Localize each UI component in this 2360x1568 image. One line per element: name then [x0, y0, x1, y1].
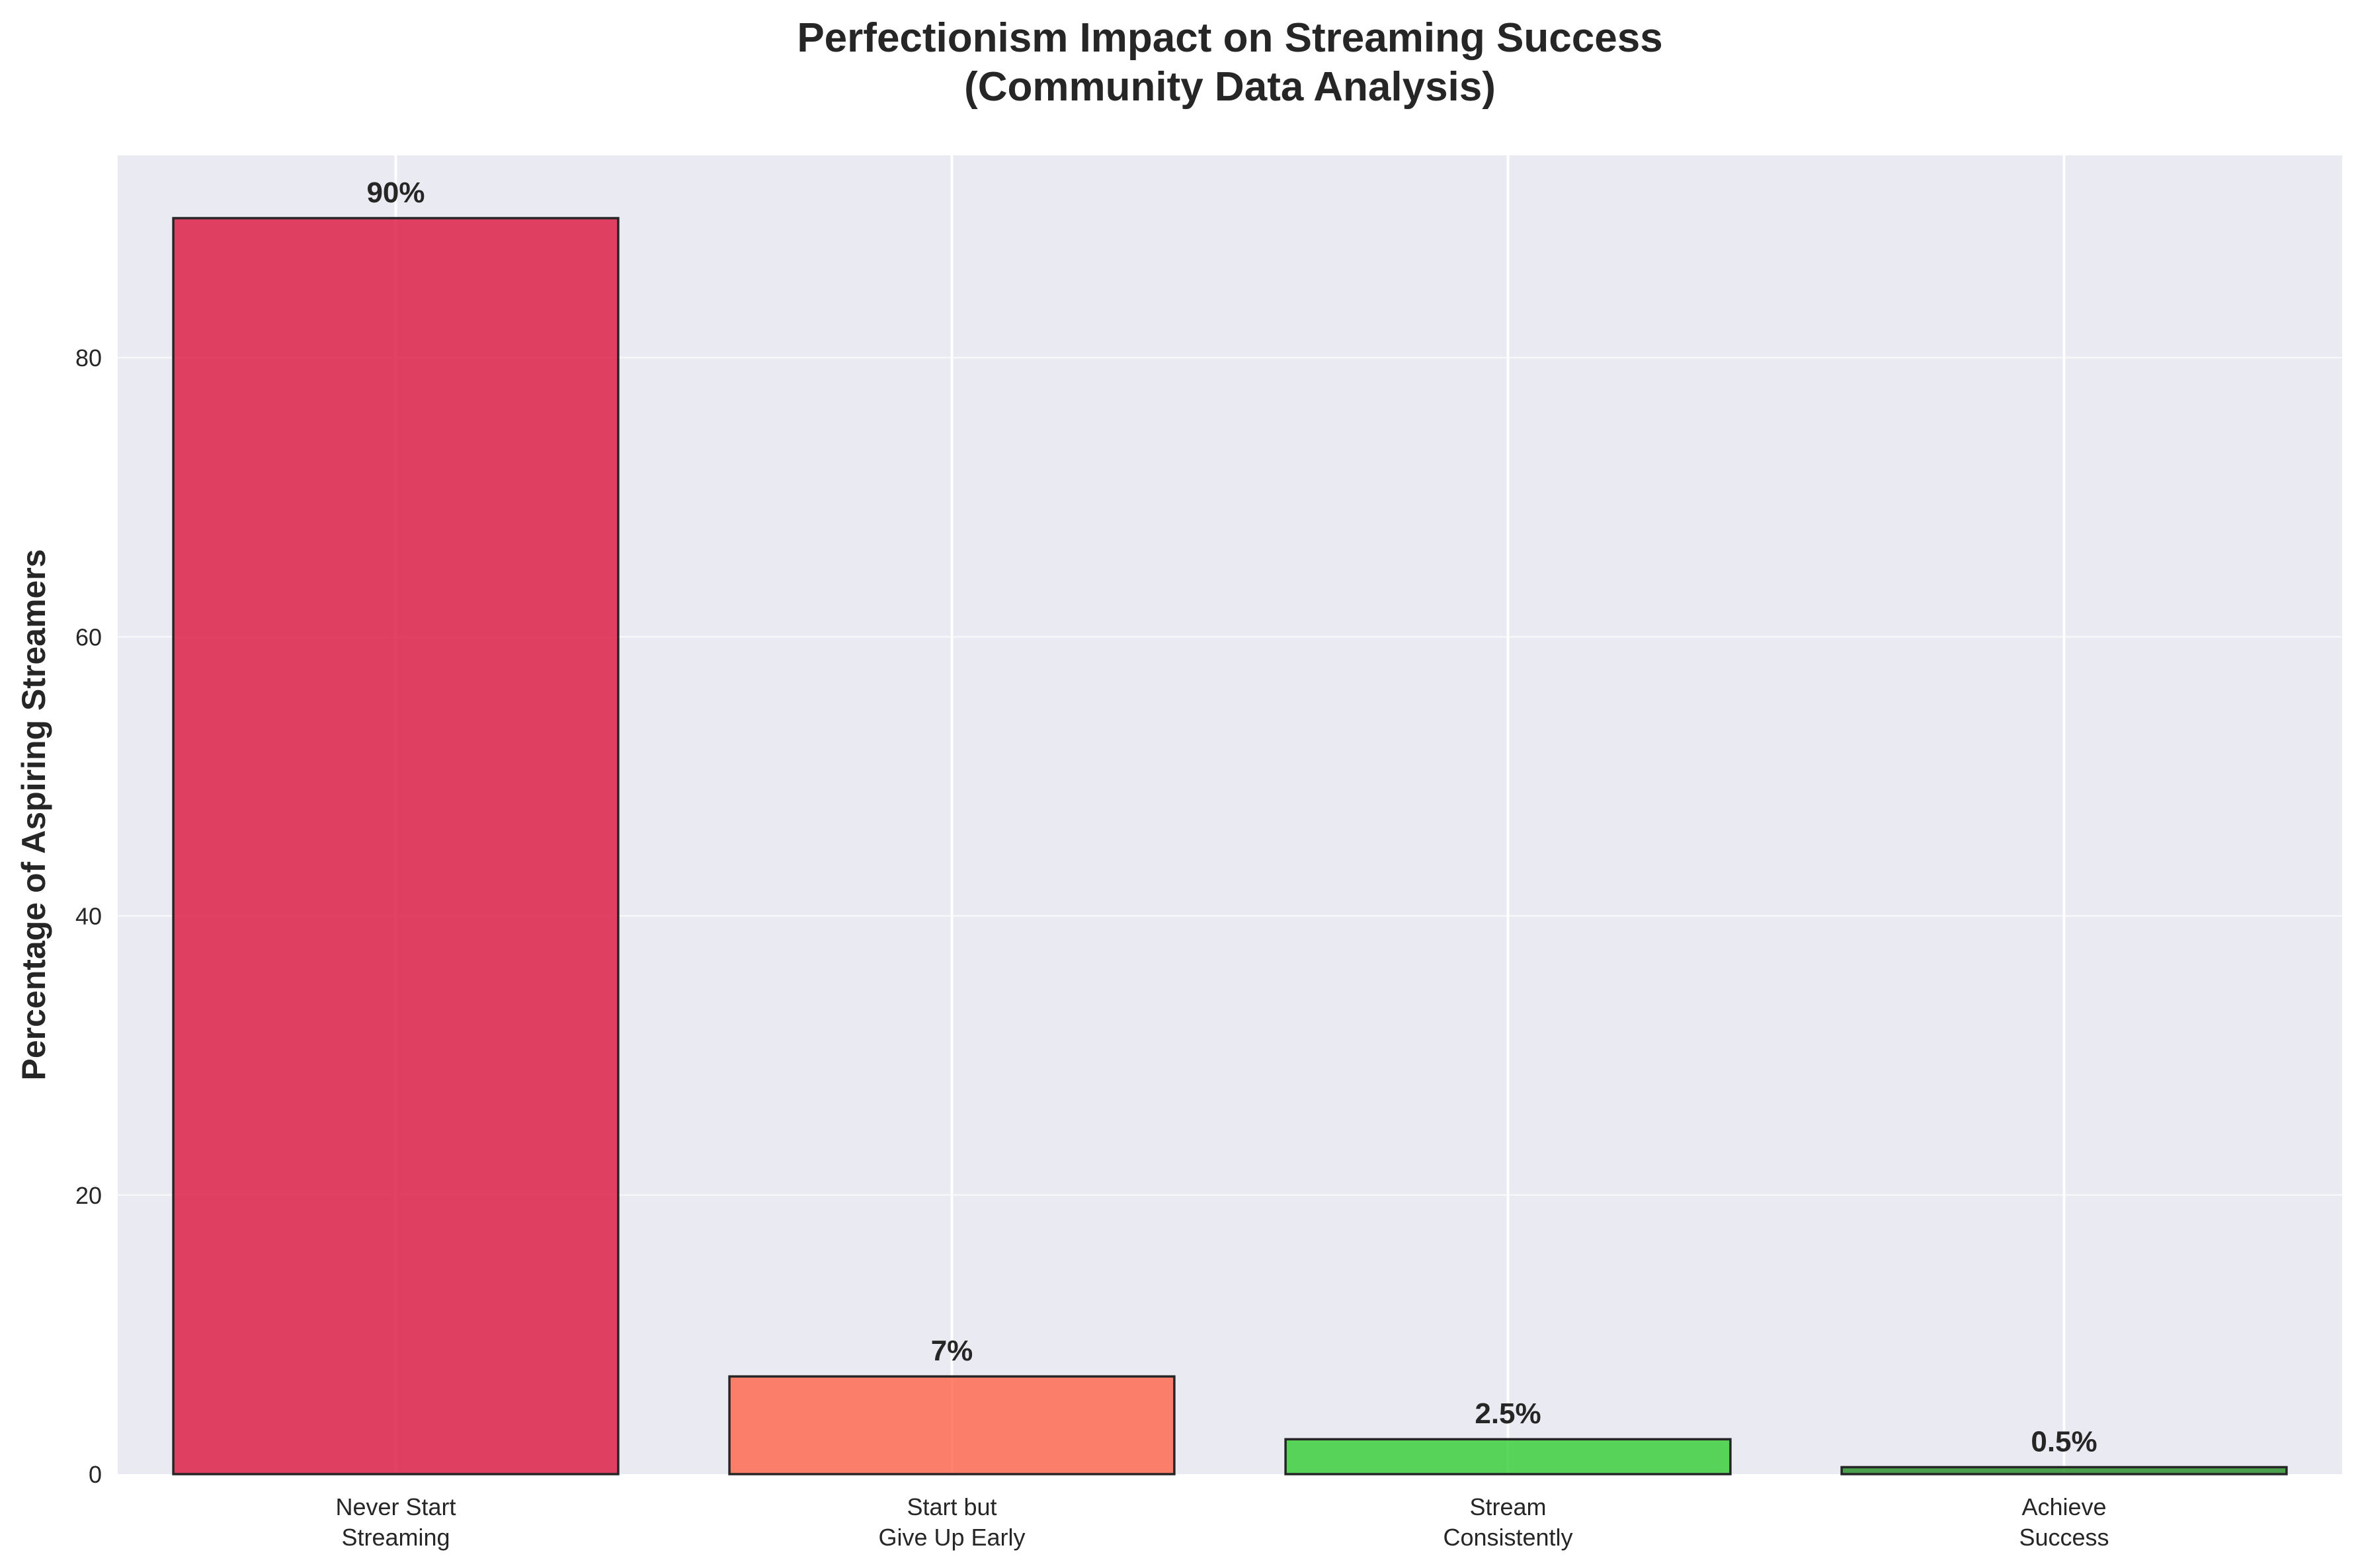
bar-1 — [172, 217, 620, 1475]
x-tick-label-3: Stream Consistently — [1443, 1493, 1572, 1551]
value-label-2: 7% — [931, 1335, 973, 1367]
value-label-3: 2.5% — [1475, 1397, 1541, 1430]
y-tick-label-40: 40 — [75, 903, 102, 930]
x-tick-label-2: Start but Give Up Early — [878, 1493, 1025, 1551]
bars — [172, 217, 2288, 1475]
chart-title-line-2: (Community Data Analysis) — [964, 64, 1496, 110]
y-axis-label: Percentage of Aspiring Streamers — [15, 549, 52, 1081]
value-label-1: 90% — [366, 176, 425, 209]
bar-3 — [1284, 1438, 1732, 1475]
y-tick-label-0: 0 — [89, 1461, 102, 1488]
x-tick-label-1: Never Start Streaming — [335, 1493, 456, 1551]
y-tick-label-20: 20 — [75, 1182, 102, 1209]
bar-4 — [1840, 1466, 2288, 1475]
y-tick-label-80: 80 — [75, 344, 102, 372]
y-axis-ticks: 0 20 40 60 80 — [75, 344, 102, 1488]
bar-2 — [728, 1375, 1176, 1475]
x-tick-label-4: Achieve Success — [2019, 1493, 2109, 1551]
chart-title: Perfectionism Impact on Streaming Succes… — [797, 15, 1662, 110]
x-axis-ticks: Never Start Streaming Start but Give Up Ear… — [335, 1493, 2109, 1551]
value-labels: 90% 7% 2.5% 0.5% — [366, 176, 2097, 1458]
y-tick-label-60: 60 — [75, 623, 102, 650]
value-label-4: 0.5% — [2031, 1425, 2097, 1458]
chart-title-line-1: Perfectionism Impact on Streaming Succes… — [797, 15, 1662, 61]
